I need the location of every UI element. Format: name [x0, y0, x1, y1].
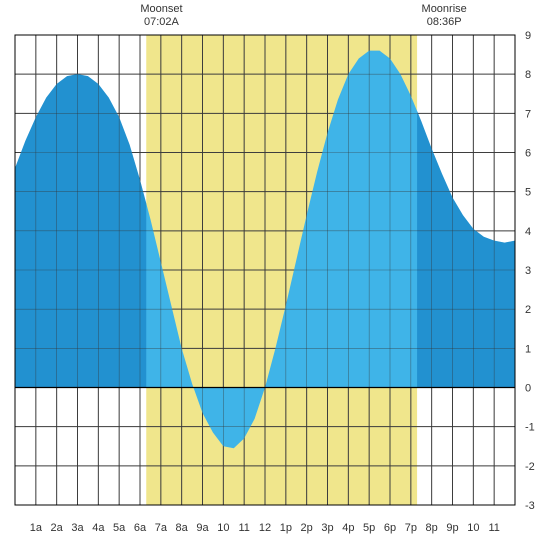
y-tick-label: 8: [525, 69, 531, 81]
y-tick-label: -2: [525, 461, 535, 473]
tide-chart: -3-2-101234567891a2a3a4a5a6a7a8a9a101112…: [0, 0, 550, 550]
moonset-time: 07:02A: [144, 16, 180, 28]
x-tick-label: 1a: [30, 522, 43, 534]
x-tick-label: 9a: [196, 522, 209, 534]
x-tick-label: 3a: [71, 522, 84, 534]
x-tick-label: 8p: [426, 522, 438, 534]
x-tick-label: 7p: [405, 522, 417, 534]
y-tick-label: -3: [525, 500, 535, 512]
x-tick-label: 12: [259, 522, 271, 534]
y-tick-label: 9: [525, 30, 531, 42]
x-tick-label: 5a: [113, 522, 126, 534]
y-tick-label: 1: [525, 343, 531, 355]
moonrise-label: Moonrise: [422, 3, 467, 15]
chart-svg: -3-2-101234567891a2a3a4a5a6a7a8a9a101112…: [0, 0, 550, 550]
y-tick-label: 2: [525, 304, 531, 316]
x-tick-label: 4a: [92, 522, 105, 534]
x-tick-label: 7a: [155, 522, 168, 534]
x-tick-label: 6a: [134, 522, 147, 534]
x-tick-label: 11: [488, 522, 499, 534]
y-tick-label: 3: [525, 265, 531, 277]
y-tick-label: 5: [525, 187, 531, 199]
y-tick-label: 7: [525, 108, 531, 120]
x-tick-label: 10: [217, 522, 229, 534]
y-tick-label: 6: [525, 148, 531, 160]
x-tick-label: 9p: [446, 522, 458, 534]
x-tick-label: 11: [238, 522, 249, 534]
x-tick-label: 4p: [342, 522, 354, 534]
y-tick-label: 4: [525, 226, 531, 238]
moonset-label: Moonset: [140, 3, 182, 15]
moonrise-time: 08:36P: [427, 16, 462, 28]
y-tick-label: -1: [525, 422, 535, 434]
x-tick-label: 2p: [301, 522, 313, 534]
x-tick-label: 8a: [176, 522, 189, 534]
y-tick-label: 0: [525, 383, 531, 395]
x-tick-label: 2a: [51, 522, 64, 534]
x-tick-label: 6p: [384, 522, 396, 534]
x-tick-label: 5p: [363, 522, 375, 534]
x-tick-label: 1p: [280, 522, 292, 534]
x-tick-label: 3p: [321, 522, 333, 534]
x-tick-label: 10: [467, 522, 479, 534]
